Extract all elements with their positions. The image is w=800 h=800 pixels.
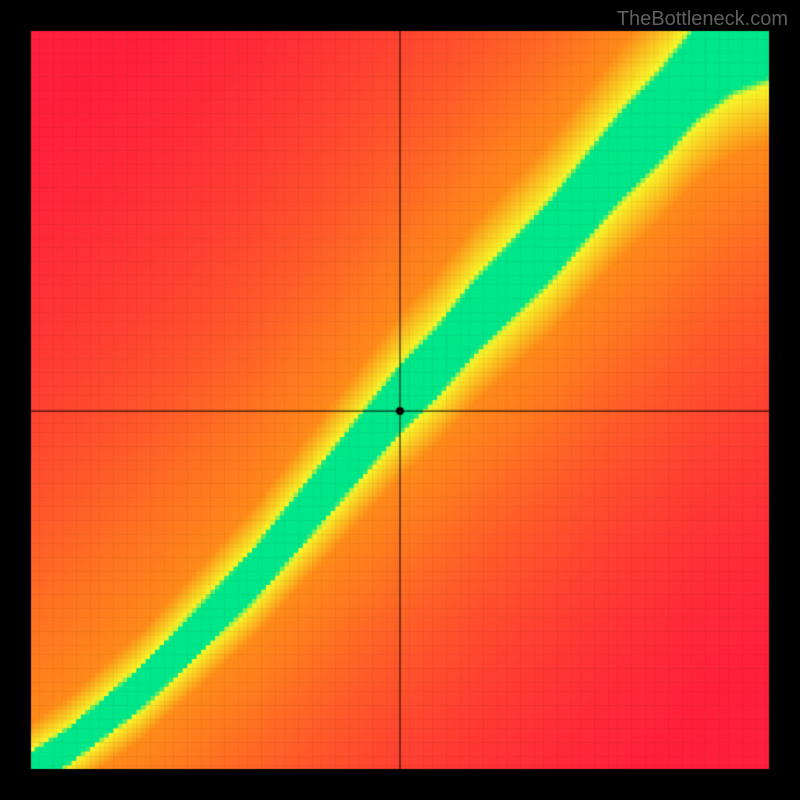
chart-container: TheBottleneck.com	[0, 0, 800, 800]
bottleneck-heatmap	[0, 0, 800, 800]
watermark-text: TheBottleneck.com	[617, 8, 788, 31]
